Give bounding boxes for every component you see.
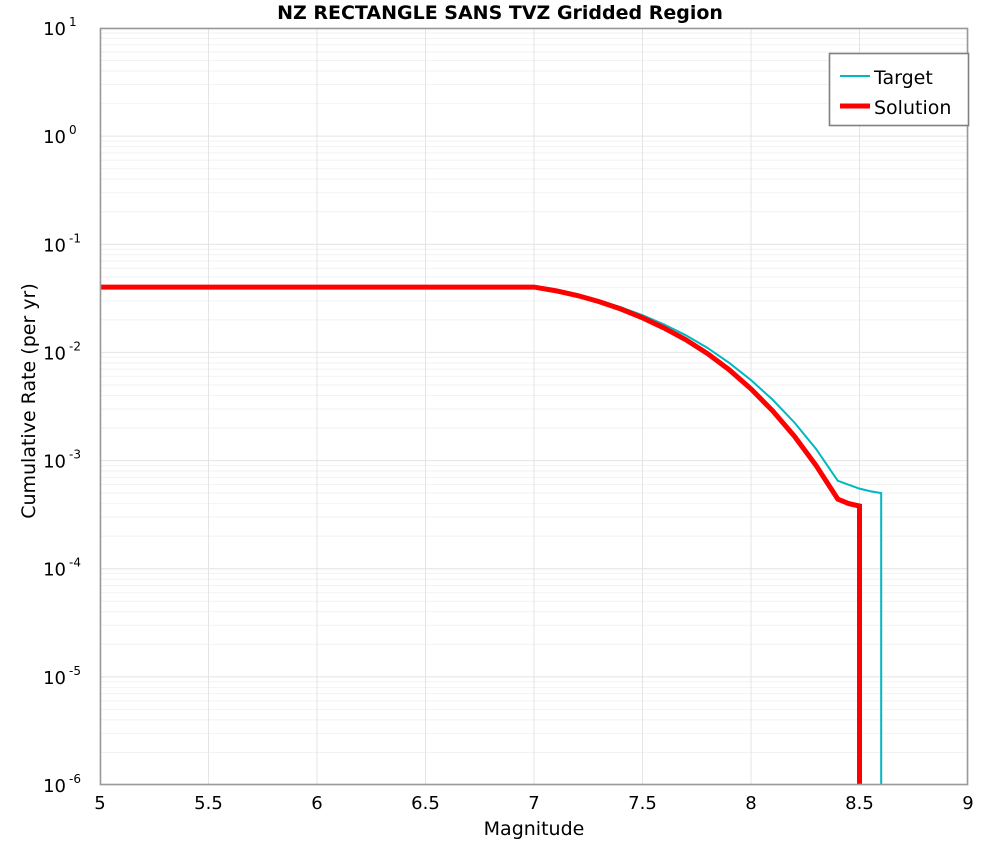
legend-label-target: Target (873, 67, 933, 89)
y-tick-label: 10 (43, 560, 66, 581)
y-tick-label: 10 (43, 235, 66, 256)
x-axis-label: Magnitude (483, 818, 585, 840)
y-tick-label: 10 (43, 19, 66, 40)
y-tick-exponent: -4 (69, 556, 81, 570)
x-tick-label: 9 (962, 793, 973, 814)
y-tick-exponent: -3 (69, 448, 81, 462)
y-tick-label: 10 (43, 452, 66, 473)
y-tick-label: 10 (43, 343, 66, 364)
x-axis-ticks: 5 5.5 6 6.5 7 7.5 8 8.5 9 (94, 793, 973, 814)
y-tick-label: 10 (43, 776, 66, 797)
y-tick-label: 10 (43, 668, 66, 689)
x-tick-label: 6.5 (411, 793, 440, 814)
x-tick-label: 5.5 (194, 793, 223, 814)
legend: Target Solution (828, 52, 970, 127)
x-tick-label: 7.5 (628, 793, 657, 814)
y-tick-exponent: -6 (69, 772, 81, 786)
page-title: NZ RECTANGLE SANS TVZ Gridded Region (277, 2, 723, 24)
y-tick-exponent: 0 (69, 123, 77, 137)
x-tick-label: 8.5 (845, 793, 874, 814)
series-lines (100, 284, 883, 785)
x-tick-label: 7 (528, 793, 539, 814)
series-line-solution (100, 284, 862, 785)
y-tick-label: 10 (43, 127, 66, 148)
y-tick-exponent: -1 (69, 231, 81, 245)
y-tick-exponent: -5 (69, 664, 81, 678)
x-tick-label: 8 (745, 793, 756, 814)
axes-frame (99, 27, 969, 786)
legend-label-solution: Solution (874, 97, 951, 119)
y-tick-exponent: 1 (69, 15, 77, 29)
y-axis-label: Cumulative Rate (per yr) (18, 283, 40, 519)
x-tick-label: 6 (311, 793, 322, 814)
y-tick-exponent: -2 (69, 339, 81, 353)
x-tick-label: 5 (94, 793, 105, 814)
